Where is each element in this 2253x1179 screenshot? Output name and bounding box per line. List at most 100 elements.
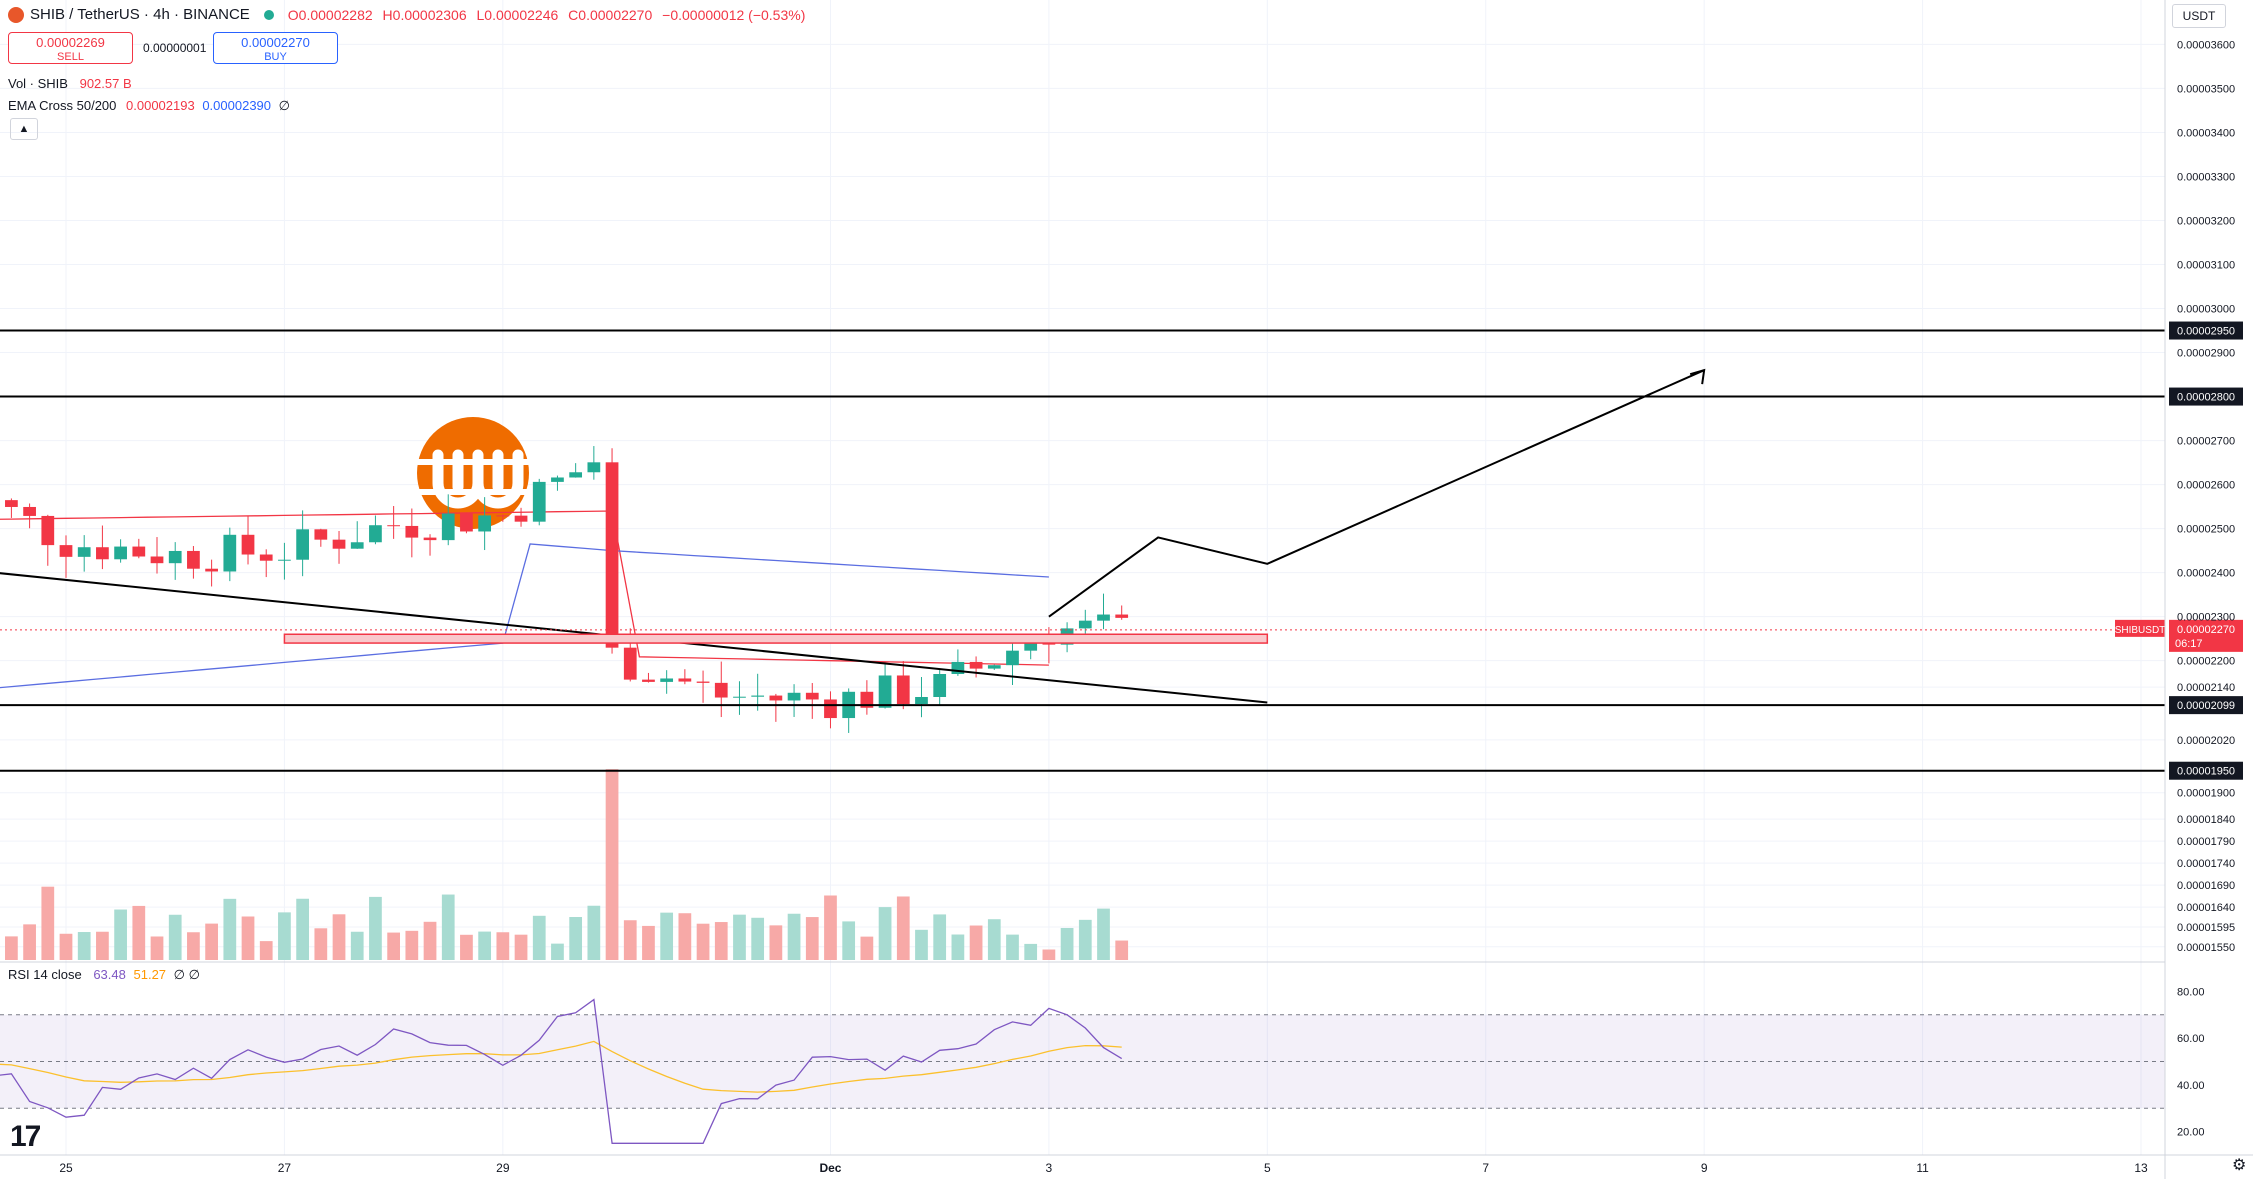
- candle-body: [878, 675, 892, 708]
- time-axis[interactable]: 252729Dec3579111316182023252730202536810…: [0, 1154, 2253, 1175]
- candle-body: [369, 525, 382, 543]
- candle-body: [1097, 614, 1110, 621]
- volume-bar: [569, 917, 583, 960]
- volume-bar: [369, 896, 382, 960]
- candle-body: [187, 550, 200, 569]
- level-label-box: [2169, 696, 2243, 715]
- volume-bar: [314, 928, 328, 960]
- open-value: O0.00002282: [287, 6, 373, 23]
- volume-bar: [1060, 927, 1074, 960]
- candle-body: [1042, 643, 1056, 645]
- ema-label: EMA Cross 50/200: [8, 98, 117, 113]
- volume-bar: [350, 931, 364, 960]
- level-label-box: [2169, 321, 2243, 340]
- candle-body: [168, 550, 182, 564]
- price-axis-tick: 0.00001840: [2177, 814, 2235, 826]
- time-axis-label: 29: [496, 1161, 510, 1175]
- candle-body: [714, 682, 728, 698]
- grid-lines: [0, 0, 2165, 1155]
- sell-label: SELL: [57, 51, 84, 63]
- volume-bar: [696, 923, 710, 960]
- time-axis-label: 5: [1264, 1161, 1271, 1175]
- candle-body: [805, 692, 819, 700]
- price-axis-tick: 0.00001790: [2177, 836, 2235, 848]
- volume-bars: [5, 769, 1129, 960]
- candle-body: [278, 559, 291, 561]
- candle-body: [132, 546, 146, 557]
- gear-icon[interactable]: ⚙: [2232, 1157, 2247, 1174]
- candle-body: [696, 681, 710, 683]
- volume-bar: [733, 914, 746, 960]
- time-axis-label: Dec: [819, 1161, 841, 1175]
- volume-bar: [23, 924, 36, 960]
- volume-bar: [387, 932, 401, 960]
- price-axis-tick: 0.00001690: [2177, 880, 2235, 892]
- volume-bar: [296, 898, 309, 960]
- candle-body: [441, 513, 455, 541]
- volume-bar: [278, 912, 291, 960]
- level-lines[interactable]: 0.00002950 0.00002800 0.00002099 0.00001950: [0, 321, 2243, 780]
- buy-price: 0.00002270: [241, 35, 310, 50]
- drawing-tools[interactable]: SHIBUSDT 0.00002270 06:17: [0, 368, 2243, 704]
- candle-body: [605, 462, 619, 648]
- rsi-axis-tick: 60.00: [2177, 1033, 2205, 1045]
- tradingview-logo-icon[interactable]: 17: [10, 1120, 41, 1153]
- candle-body: [296, 529, 309, 560]
- candle-body: [1006, 650, 1019, 666]
- volume-bar: [332, 914, 346, 960]
- chevron-up-icon[interactable]: ▲: [10, 118, 38, 140]
- volume-bar: [805, 917, 819, 960]
- candle-body: [423, 537, 437, 541]
- volume-legend[interactable]: Vol · SHIB 902.57 B: [8, 76, 132, 91]
- candle-body: [460, 513, 473, 532]
- ema-suffix: ∅: [278, 98, 290, 113]
- volume-bar: [114, 909, 127, 960]
- candle-body: [1115, 614, 1129, 618]
- symbol-title[interactable]: SHIB / TetherUS · 4h · BINANCE: [30, 6, 250, 23]
- rsi-suffix: ∅ ∅: [173, 967, 200, 982]
- time-axis-label: 9: [1701, 1161, 1708, 1175]
- trendline: [0, 572, 1268, 704]
- level-label: 0.00002099: [2177, 700, 2235, 712]
- price-axis-tick: 0.00002200: [2177, 656, 2235, 668]
- volume-bar: [1006, 934, 1019, 960]
- candle-body: [660, 678, 674, 682]
- rsi-legend[interactable]: RSI 14 close 63.48 51.27 ∅ ∅: [8, 967, 200, 983]
- rsi-axis-tick: 80.00: [2177, 986, 2205, 998]
- volume-bar: [587, 905, 601, 960]
- candle-body: [405, 525, 419, 538]
- volume-bar: [514, 934, 528, 960]
- volume-bar: [532, 915, 546, 960]
- candle-body: [860, 691, 874, 708]
- candle-body: [241, 534, 255, 555]
- ema-legend[interactable]: EMA Cross 50/200 0.00002193 0.00002390 ∅: [8, 98, 290, 114]
- volume-bar: [150, 936, 164, 960]
- candle-body: [532, 481, 546, 522]
- volume-bar: [132, 905, 146, 960]
- countdown-value: 06:17: [2175, 638, 2203, 650]
- candle-body: [587, 462, 601, 473]
- volume-bar: [969, 925, 983, 960]
- volume-bar: [787, 913, 801, 960]
- price-axis-tick: 0.00003100: [2177, 260, 2235, 272]
- rsi-line: [0, 998, 1123, 1144]
- time-axis-label: 13: [2134, 1161, 2148, 1175]
- buy-button[interactable]: 0.00002270 BUY: [213, 32, 338, 64]
- close-value: C0.00002270: [568, 6, 653, 23]
- volume-bar: [915, 929, 928, 960]
- price-axis[interactable]: 0.00003600 0.00003500 0.00003400 0.00003300…: [2164, 0, 2235, 1179]
- price-axis-tick: 0.00002700: [2177, 436, 2235, 448]
- time-axis-label: 7: [1482, 1161, 1489, 1175]
- last-price-symbol-box: [2115, 619, 2165, 637]
- volume-bar: [1024, 943, 1038, 960]
- price-axis-tick: 0.00001740: [2177, 858, 2235, 870]
- candle-body: [350, 542, 364, 549]
- candle-body: [896, 675, 910, 705]
- currency-button[interactable]: USDT: [2172, 4, 2226, 28]
- candle-body: [205, 568, 218, 572]
- sell-button[interactable]: 0.00002269 SELL: [8, 32, 133, 64]
- sell-price: 0.00002269: [36, 35, 105, 50]
- candle-body: [314, 529, 328, 540]
- volume-bar: [478, 931, 492, 960]
